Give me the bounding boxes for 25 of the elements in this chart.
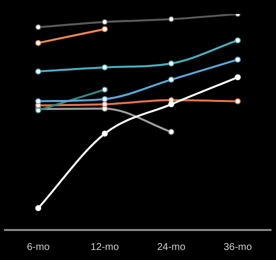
point (234, 98, 241, 104)
point (102, 96, 108, 102)
point (168, 16, 174, 22)
point (35, 24, 42, 30)
point (35, 40, 42, 46)
point (102, 64, 108, 70)
point (35, 205, 42, 212)
x-tick-label: 6-mo (26, 242, 50, 253)
x-tick-label: 36-mo (224, 242, 252, 253)
point (35, 98, 42, 104)
point (168, 128, 174, 135)
point (102, 26, 108, 32)
point (234, 37, 241, 44)
point (168, 60, 174, 66)
x-tick-label: 12-mo (90, 242, 120, 253)
x-tick-label: 24-mo (157, 242, 186, 253)
point (168, 76, 174, 83)
point (35, 68, 42, 74)
point (234, 56, 241, 63)
point (102, 101, 108, 108)
point (102, 86, 108, 93)
point (102, 130, 108, 137)
point (102, 18, 108, 25)
point (168, 101, 174, 108)
point (234, 74, 241, 80)
